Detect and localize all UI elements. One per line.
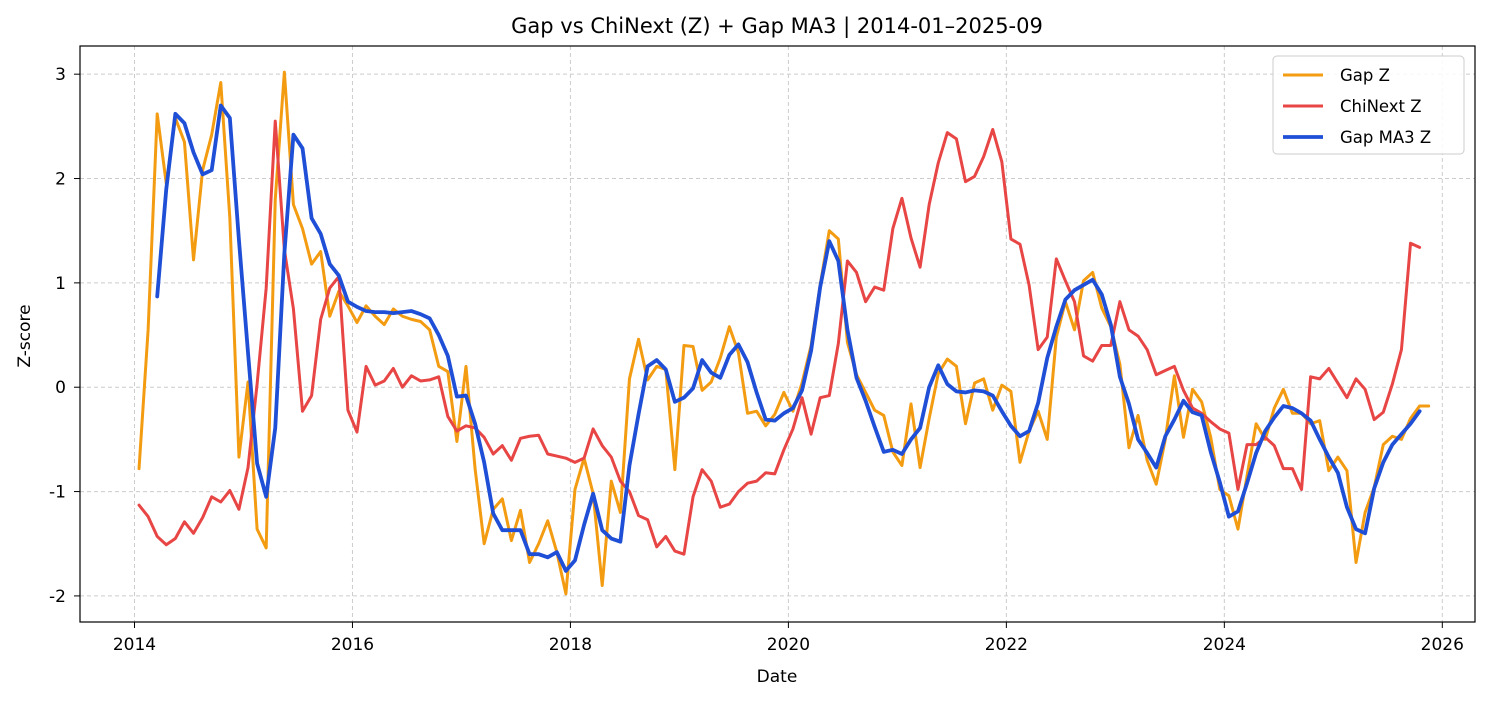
legend-label-chinext-z: ChiNext Z: [1340, 97, 1422, 116]
series-line-gap-ma3-z: [155, 103, 1422, 573]
x-tick-label: 2016: [331, 635, 374, 655]
x-tick-label: 2022: [985, 635, 1028, 655]
x-axis-label: Date: [757, 667, 798, 687]
x-tick-label: 2014: [113, 635, 156, 655]
y-tick-label: 3: [55, 65, 66, 85]
y-tick-label: 1: [55, 274, 66, 294]
y-tick-label: -2: [49, 587, 66, 607]
chart-legend: Gap Z ChiNext Z Gap MA3 Z: [1272, 55, 1465, 155]
legend-label-gap-ma3-z: Gap MA3 Z: [1340, 128, 1431, 147]
y-tick-label: 0: [55, 378, 66, 398]
x-tick-label: 2024: [1203, 635, 1246, 655]
x-tick-label: 2026: [1421, 635, 1464, 655]
x-tick-label: 2018: [549, 635, 592, 655]
y-axis-ticks: -2 -1 0 1 2 3: [49, 65, 80, 607]
y-tick-label: 2: [55, 170, 66, 190]
y-axis-label: Z-score: [15, 304, 35, 367]
plot-frame: [79, 45, 1476, 623]
x-axis-ticks: 2014 2016 2018 2020 2022 2024 2026: [113, 622, 1464, 655]
chart-title: Gap vs ChiNext (Z) + Gap MA3 | 2014-01–2…: [511, 14, 1043, 39]
legend-box: [1272, 55, 1465, 155]
legend-label-gap-z: Gap Z: [1340, 66, 1390, 85]
series-line-chinext-z: [137, 119, 1422, 556]
x-tick-label: 2020: [767, 635, 810, 655]
series-line-gap-z: [137, 70, 1431, 596]
series-lines: [137, 70, 1431, 596]
y-tick-label: -1: [49, 483, 66, 503]
